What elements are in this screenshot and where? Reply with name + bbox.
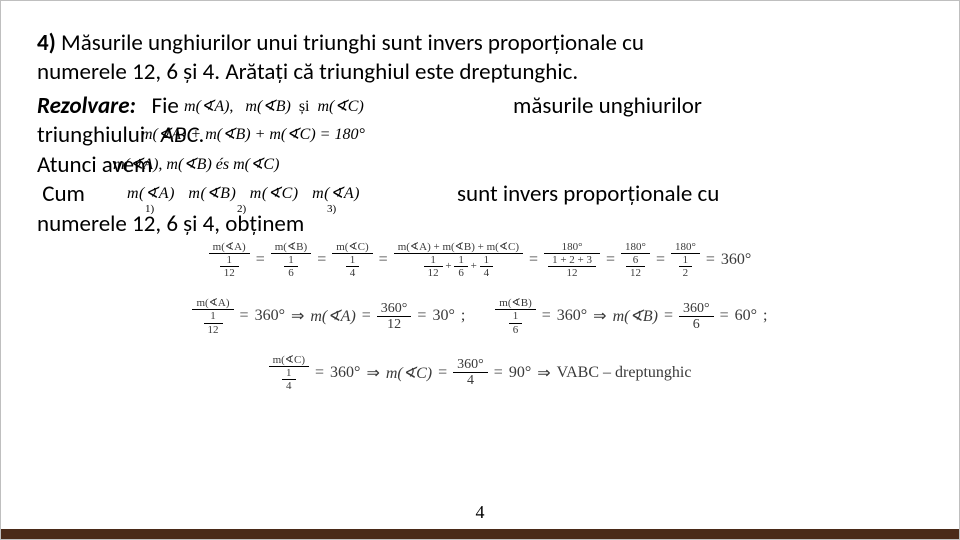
frac-360-6: 360°6 [679, 301, 714, 333]
result-row-1: m(∢A) 112 =360° ⇒ m(∢A)= 360°12 =30° ; m… [37, 297, 923, 335]
frac-mb: m(∢B) 16 [271, 241, 311, 279]
m-sb-1: m(∢B) [245, 98, 290, 115]
result-row-2: m(∢C) 14 =360° ⇒ m(∢C)= 360°4 =90° ⇒ VAB… [37, 354, 923, 392]
slide: 4) Măsurile unghiurilor unui triunghi su… [0, 0, 960, 540]
frac-mc2: m(∢C) 14 [269, 354, 309, 392]
sc1: ; [461, 307, 465, 325]
frac-180-6-12: 180° 612 [621, 241, 650, 279]
triunghiului-word: triunghiului [37, 121, 145, 149]
impl1: ⇒ [291, 306, 304, 326]
m-sc-1: m(∢C) [317, 98, 363, 115]
triunghi-line: triunghiului ABC. m(∢A) + m(∢B) + m(∢C) … [37, 121, 923, 150]
angles-list3-overlay: m(∢A), m(∢B) és m(∢C) [113, 155, 279, 175]
problem-line-1: 4) Măsurile unghiurilor unui triunghi su… [37, 29, 923, 58]
rezolvare-label: Rezolvare: [37, 92, 136, 120]
res-b: 60° [735, 307, 757, 325]
frac-mb2: m(∢B) 16 [495, 297, 535, 335]
rezolvare-line: Rezolvare: Fie m(∢A), m(∢B) și m(∢C) măs… [37, 92, 923, 121]
cum-word: Cum [42, 180, 85, 208]
problem-line-2: numerele 12, 6 și 4. Arătați că triunghi… [37, 58, 923, 87]
comma1: , [229, 98, 233, 115]
frac-sum: m(∢A) + m(∢B) + m(∢C) 112 + 16 + 14 [394, 241, 523, 279]
numerele-line: numerele 12, 6 și 4, obținem [37, 210, 923, 239]
frac-ma2: m(∢A) 112 [192, 297, 233, 335]
proportion-chain: m(∢A) 112 = m(∢B) 16 = m(∢C) 14 = m(∢A) … [37, 241, 923, 279]
problem-text-2: numerele 12, 6 și 4. Arătați că triunghi… [37, 58, 578, 86]
res-a: 30° [432, 307, 454, 325]
eq-360: 360° [721, 251, 751, 269]
cum-line: Cum m(∢A) m(∢B) m(∢C) m(∢A) sunt invers … [37, 180, 923, 209]
si1: și [299, 98, 310, 115]
triangle-right: VABC – dreptunghic [557, 364, 692, 382]
angles-list-inline: m(∢A), m(∢B) și m(∢C) [184, 98, 368, 115]
sunt-invers: sunt invers proporționale cu [457, 180, 719, 209]
frac-360-12: 360°12 [377, 301, 412, 333]
frac-180-over: 180° 1 + 2 + 312 [544, 241, 600, 279]
masurile-word: măsurile unghiurilor [513, 92, 702, 120]
frac-ma: m(∢A) 112 [209, 241, 250, 279]
problem-text-1: Măsurile unghiurilor unui triunghi sunt … [61, 29, 644, 57]
numerele-word: numerele 12, 6 și 4, obținem [37, 210, 304, 238]
impl2: ⇒ [593, 306, 606, 326]
m-sa-1: m(∢A) [184, 98, 229, 115]
sum-eq-overlay: m(∢A) + m(∢B) + m(∢C) = 180° [141, 125, 365, 145]
impl4: ⇒ [537, 363, 550, 383]
accent-bar [1, 529, 959, 539]
fie-word: Fie [152, 92, 179, 120]
res-c: 90° [509, 364, 531, 382]
frac-180-half: 180° 12 [671, 241, 700, 279]
problem-number: 4) [37, 29, 56, 57]
frac-360-4: 360°4 [453, 357, 488, 389]
atunci-line: Atunci avem m(∢A), m(∢B) és m(∢C) [37, 151, 923, 180]
frac-mc: m(∢C) 14 [332, 241, 372, 279]
page-number: 4 [476, 502, 485, 523]
impl3: ⇒ [366, 363, 379, 383]
